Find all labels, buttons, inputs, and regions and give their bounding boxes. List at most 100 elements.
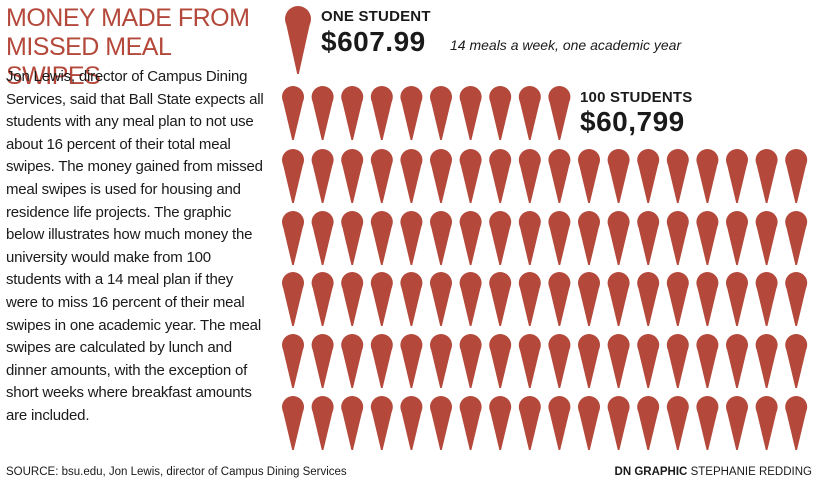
ice-cream-cone-icon	[637, 149, 660, 203]
ice-cream-cone-icon	[341, 334, 364, 388]
title-line-1: MONEY MADE FROM	[6, 4, 250, 32]
ice-cream-cone-icon	[341, 86, 364, 140]
ice-cream-cone-icon	[755, 211, 778, 265]
ice-cream-cone-icon	[430, 211, 452, 265]
ice-cream-cone-icon	[459, 211, 482, 265]
ice-cream-cone-icon	[726, 334, 748, 388]
page-title: MONEY MADE FROM MISSED MEAL SWIPES	[6, 4, 268, 91]
ice-cream-cone-icon	[726, 149, 748, 203]
ice-cream-cone-icon	[666, 211, 689, 265]
ice-cream-cone-icon	[400, 272, 423, 326]
ice-cream-cone-icon	[459, 396, 482, 450]
ice-cream-cone-icon	[518, 86, 541, 140]
ice-cream-cone-icon	[311, 334, 334, 388]
ice-cream-cone-icon	[785, 272, 808, 326]
ice-cream-cone-icon	[755, 396, 778, 450]
ice-cream-cone-icon	[341, 149, 364, 203]
ice-cream-cone-icon	[548, 272, 571, 326]
ice-cream-cone-icon	[696, 396, 719, 450]
ice-cream-cone-icon	[666, 334, 689, 388]
graphic-credit: DN GRAPHIC STEPHANIE REDDING	[615, 466, 812, 478]
ice-cream-cone-icon	[282, 86, 304, 140]
ice-cream-cone-icon	[430, 334, 452, 388]
ice-cream-cone-icon	[400, 149, 423, 203]
ice-cream-cone-icon	[785, 396, 808, 450]
ice-cream-cone-icon	[518, 272, 541, 326]
credit-brand: DN GRAPHIC	[614, 466, 688, 478]
ice-cream-cone-icon	[459, 86, 482, 140]
ice-cream-cone-icon	[400, 86, 423, 140]
ice-cream-cone-icon	[578, 396, 600, 450]
ice-cream-cone-icon	[637, 211, 660, 265]
ice-cream-cone-icon	[400, 396, 423, 450]
ice-cream-cone-icon	[459, 149, 482, 203]
ice-cream-cone-icon	[578, 334, 600, 388]
ice-cream-cone-icon	[548, 86, 571, 140]
ice-cream-cone-icon	[282, 396, 304, 450]
ice-cream-cone-icon	[285, 6, 311, 74]
ice-cream-cone-icon	[311, 149, 334, 203]
article-paragraph: Jon Lewis, director of Campus Dining Ser…	[6, 68, 264, 424]
ice-cream-cone-icon	[282, 211, 304, 265]
ice-cream-cone-icon	[489, 149, 512, 203]
ice-cream-cone-icon	[341, 272, 364, 326]
ice-cream-cone-icon	[518, 334, 541, 388]
ice-cream-cone-icon	[370, 396, 393, 450]
source-line: SOURCE: bsu.edu, Jon Lewis, director of …	[6, 466, 347, 478]
title-line-2: MISSED MEAL SWIPES	[6, 33, 171, 90]
one-student-cone-icon	[285, 6, 311, 74]
ice-cream-cone-icon	[341, 211, 364, 265]
ice-cream-cone-icon	[548, 396, 571, 450]
ice-cream-cone-icon	[341, 396, 364, 450]
ice-cream-cone-icon	[666, 272, 689, 326]
ice-cream-cone-icon	[311, 272, 334, 326]
ice-cream-cone-icon	[518, 396, 541, 450]
ice-cream-cone-icon	[785, 334, 808, 388]
ice-cream-cone-icon	[666, 149, 689, 203]
ice-cream-cone-icon	[282, 272, 304, 326]
hundred-students-cone-grid	[282, 86, 808, 450]
ice-cream-cone-icon	[370, 272, 393, 326]
ice-cream-cone-icon	[785, 211, 808, 265]
ice-cream-cone-icon	[607, 272, 630, 326]
ice-cream-cone-icon	[311, 396, 334, 450]
ice-cream-cone-icon	[370, 86, 393, 140]
ice-cream-cone-icon	[459, 272, 482, 326]
ice-cream-cone-icon	[637, 334, 660, 388]
ice-cream-cone-icon	[430, 86, 452, 140]
ice-cream-cone-icon	[755, 334, 778, 388]
ice-cream-cone-icon	[489, 272, 512, 326]
ice-cream-cone-icon	[370, 211, 393, 265]
ice-cream-cone-icon	[755, 149, 778, 203]
ice-cream-cone-icon	[518, 211, 541, 265]
ice-cream-cone-icon	[282, 149, 304, 203]
ice-cream-cone-icon	[696, 334, 719, 388]
ice-cream-cone-icon	[726, 272, 748, 326]
hundred-students-label: 100 STUDENTS	[580, 89, 693, 106]
one-student-label: ONE STUDENT	[321, 8, 431, 25]
one-student-amount: $607.99	[321, 26, 426, 57]
ice-cream-cone-icon	[489, 396, 512, 450]
ice-cream-cone-icon	[607, 396, 630, 450]
ice-cream-cone-icon	[785, 149, 808, 203]
ice-cream-cone-icon	[755, 272, 778, 326]
ice-cream-cone-icon	[607, 334, 630, 388]
ice-cream-cone-icon	[489, 211, 512, 265]
ice-cream-cone-icon	[578, 211, 600, 265]
ice-cream-cone-icon	[578, 272, 600, 326]
ice-cream-cone-icon	[637, 272, 660, 326]
ice-cream-cone-icon	[518, 149, 541, 203]
ice-cream-cone-icon	[282, 334, 304, 388]
ice-cream-cone-icon	[311, 211, 334, 265]
ice-cream-cone-icon	[578, 149, 600, 203]
ice-cream-cone-icon	[489, 334, 512, 388]
ice-cream-cone-icon	[696, 272, 719, 326]
article-body: Jon Lewis, director of Campus Dining Ser…	[6, 66, 266, 428]
ice-cream-cone-icon	[696, 211, 719, 265]
ice-cream-cone-icon	[430, 272, 452, 326]
one-student-note: 14 meals a week, one academic year	[450, 37, 682, 53]
ice-cream-cone-icon	[607, 149, 630, 203]
ice-cream-cone-icon	[637, 396, 660, 450]
ice-cream-cone-icon	[489, 86, 512, 140]
